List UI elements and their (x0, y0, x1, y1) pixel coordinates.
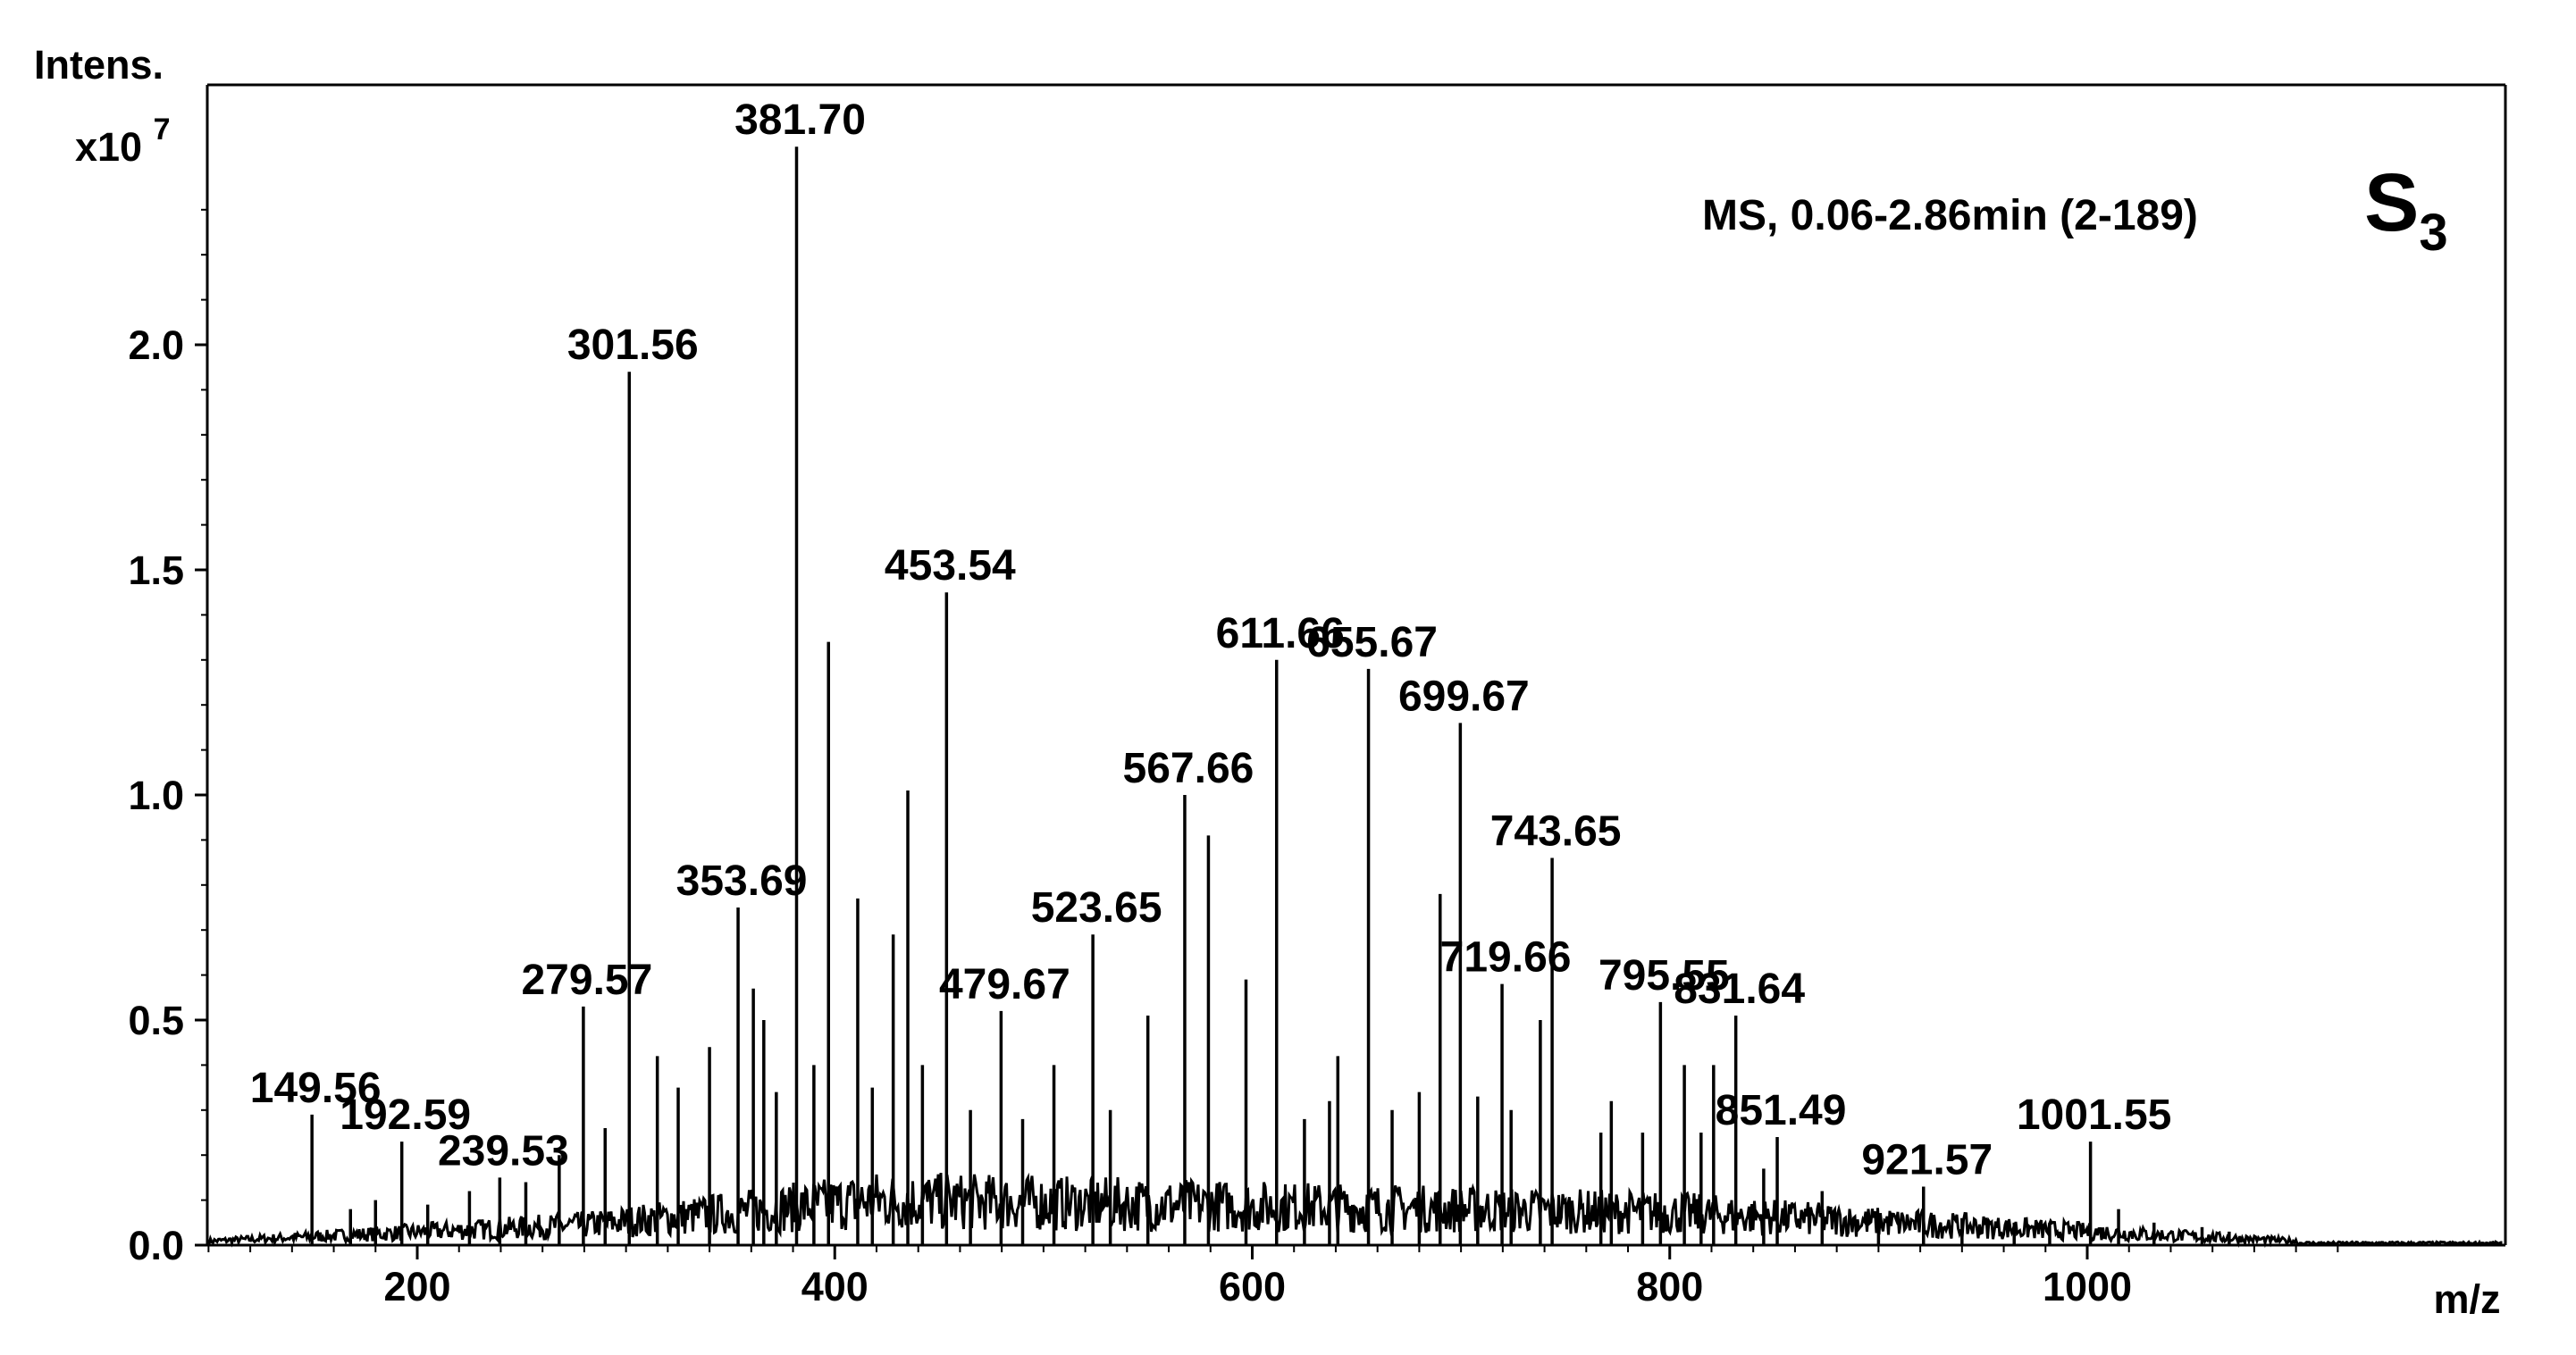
y-tick-label: 2.0 (128, 322, 184, 368)
sample-letter: S (2364, 157, 2419, 248)
peak-label: 523.65 (1031, 884, 1162, 932)
plot-frame (206, 83, 2507, 1247)
peak-label: 567.66 (1123, 745, 1254, 792)
ms-annotation: MS, 0.06-2.86min (2-189) (1702, 192, 2198, 239)
sample-subscript: 3 (2419, 204, 2447, 262)
x-tick-label: 400 (801, 1264, 868, 1309)
x-tick-label: 200 (383, 1264, 450, 1309)
noise-trace (207, 1172, 2503, 1249)
x-tick-label: 1000 (2043, 1264, 2132, 1309)
peak-label: 719.66 (1440, 934, 1572, 982)
peak-label: 453.54 (885, 542, 1016, 590)
peak-label: 149.56 (250, 1065, 382, 1112)
sample-label: S3 (2364, 157, 2448, 262)
peak-label: 699.67 (1398, 673, 1530, 720)
peak-label: 1001.55 (2017, 1092, 2172, 1139)
y-tick-label: 0.0 (128, 1223, 184, 1268)
peak-label: 239.53 (438, 1127, 569, 1175)
peak-label: 743.65 (1490, 808, 1622, 856)
y-tick-label: 0.5 (128, 998, 184, 1043)
peak-label: 381.70 (734, 96, 866, 144)
x-tick-label: 600 (1219, 1264, 1286, 1309)
axis-ticks-layer: 0.0 0.5 1.0 1.5 2.0 200 400 600 800 1000 (128, 208, 2339, 1309)
y-multiplier-base: x10 (75, 124, 142, 170)
y-multiplier: x10 7 (75, 113, 171, 170)
peak-label: 795.55 (1598, 952, 1730, 1000)
peak-label: 353.69 (676, 857, 808, 905)
peak-label: 655.67 (1306, 619, 1438, 666)
peak-label: 921.57 (1861, 1136, 1993, 1184)
y-axis-label: Intens. (34, 42, 164, 88)
x-tick-label: 800 (1636, 1264, 1703, 1309)
noise-baseline (207, 1172, 2503, 1249)
y-tick-label: 1.0 (128, 773, 184, 818)
peak-label: 279.57 (521, 957, 652, 1004)
peak-label: 611.66 (1216, 610, 1345, 657)
peak-label: 851.49 (1716, 1087, 1847, 1134)
x-axis-label: m/z (2433, 1276, 2500, 1322)
peak-label: 301.56 (567, 322, 699, 369)
y-tick-label: 1.5 (128, 548, 184, 593)
peak-label: 192.59 (340, 1092, 471, 1139)
peaks-layer (310, 146, 2231, 1245)
peak-label: 831.64 (1674, 966, 1805, 1013)
peak-label: 479.67 (939, 961, 1070, 1008)
y-multiplier-exponent: 7 (154, 113, 171, 146)
